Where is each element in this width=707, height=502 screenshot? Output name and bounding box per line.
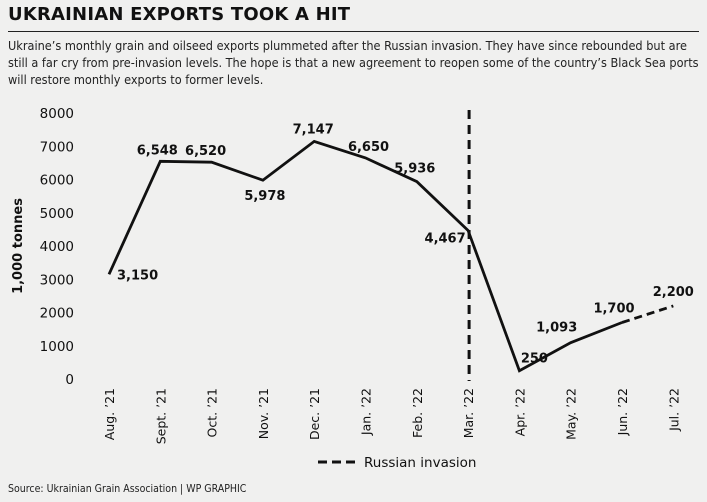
- x-tick-label: Feb. ’22: [410, 388, 425, 438]
- x-tick-label: Jul. ’22: [666, 388, 681, 432]
- y-tick-label: 8000: [40, 106, 74, 122]
- y-tick-label: 5000: [40, 206, 74, 222]
- y-tick-label: 6000: [40, 173, 74, 189]
- legend: Russian invasion: [318, 455, 476, 471]
- data-labels: 3,150 6,548 6,520 5,978 7,147 6,650 5,936 4,467…: [117, 122, 694, 366]
- chart-subtitle: Ukraine’s monthly grain and oilseed expo…: [8, 38, 699, 87]
- x-tick-label: Jan. ’22: [359, 388, 374, 436]
- x-tick-label: Dec. ’21: [307, 388, 322, 440]
- x-axis: Aug. ’21 Sept. ’21 Oct. ’21 Nov. ’21 Dec. ’2…: [102, 388, 681, 444]
- y-tick-label: 0: [65, 372, 74, 388]
- y-tick-label: 1000: [40, 339, 74, 355]
- x-tick-label: Aug. ’21: [102, 388, 117, 440]
- x-tick-label: Sept. ’21: [153, 388, 168, 444]
- x-tick-label: May. ’22: [564, 388, 579, 440]
- x-tick-label: Nov. ’21: [256, 388, 271, 439]
- y-tick-label: 7000: [40, 139, 74, 155]
- data-label: 5,936: [394, 162, 435, 177]
- x-tick-label: Apr. ’22: [512, 388, 527, 436]
- data-label: 5,978: [244, 189, 285, 204]
- data-label: 3,150: [117, 268, 158, 283]
- y-tick-label: 2000: [40, 306, 74, 322]
- data-label: 2,200: [653, 285, 694, 300]
- data-label: 7,147: [293, 122, 334, 137]
- data-label: 6,548: [137, 143, 178, 158]
- data-label: 6,520: [185, 144, 226, 159]
- y-tick-label: 4000: [40, 239, 74, 255]
- series-path-projected: [621, 304, 674, 324]
- data-label: 6,650: [348, 140, 389, 155]
- legend-label: Russian invasion: [364, 455, 476, 471]
- x-tick-label: Jun. ’22: [615, 388, 630, 436]
- data-label: 4,467: [425, 231, 466, 246]
- y-axis-title: 1,000 tonnes: [11, 198, 26, 294]
- title-divider: [8, 31, 699, 32]
- source-note: Source: Ukrainian Grain Association | WP…: [8, 483, 247, 495]
- x-tick-label: Oct. ’21: [205, 388, 220, 437]
- chart-title: UKRAINIAN EXPORTS TOOK A HIT: [8, 4, 351, 25]
- y-axis: 0 1000 2000 3000 4000 5000 6000 7000 8000 1,000 t…: [11, 106, 74, 388]
- data-label: 1,093: [536, 321, 577, 336]
- data-label: 1,700: [593, 301, 634, 316]
- y-tick-label: 3000: [40, 272, 74, 288]
- series-path-actual: [107, 139, 623, 373]
- data-label: 250: [521, 352, 548, 367]
- x-tick-label: Mar. ’22: [461, 388, 476, 438]
- series-line: [107, 139, 674, 373]
